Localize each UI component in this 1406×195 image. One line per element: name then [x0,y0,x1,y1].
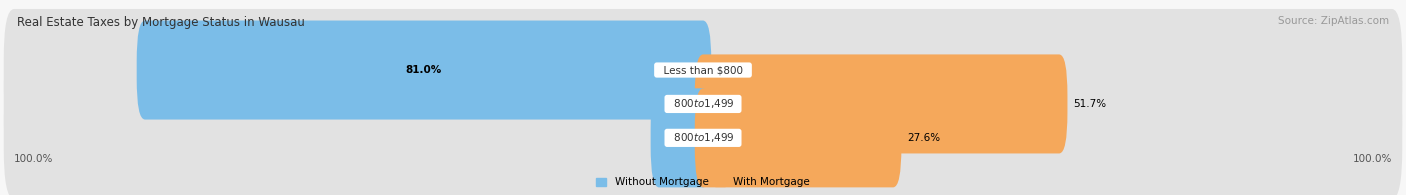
Text: Source: ZipAtlas.com: Source: ZipAtlas.com [1278,16,1389,26]
Text: 0.0%: 0.0% [717,65,742,75]
FancyBboxPatch shape [651,88,711,187]
FancyBboxPatch shape [683,54,711,153]
Text: 81.0%: 81.0% [406,65,441,75]
FancyBboxPatch shape [136,20,711,120]
Text: 100.0%: 100.0% [14,154,53,164]
Text: $800 to $1,499: $800 to $1,499 [666,131,740,144]
Text: 100.0%: 100.0% [1353,154,1392,164]
Text: Less than $800: Less than $800 [657,65,749,75]
Text: 51.7%: 51.7% [1073,99,1107,109]
Text: 6.4%: 6.4% [666,133,696,143]
FancyBboxPatch shape [4,43,1402,165]
Text: 27.6%: 27.6% [907,133,941,143]
Text: $800 to $1,499: $800 to $1,499 [666,98,740,110]
Legend: Without Mortgage, With Mortgage: Without Mortgage, With Mortgage [596,177,810,187]
FancyBboxPatch shape [695,54,1067,153]
FancyBboxPatch shape [4,77,1402,195]
FancyBboxPatch shape [695,88,901,187]
Text: Real Estate Taxes by Mortgage Status in Wausau: Real Estate Taxes by Mortgage Status in … [17,16,305,29]
Text: 1.6%: 1.6% [683,99,711,109]
FancyBboxPatch shape [4,9,1402,131]
